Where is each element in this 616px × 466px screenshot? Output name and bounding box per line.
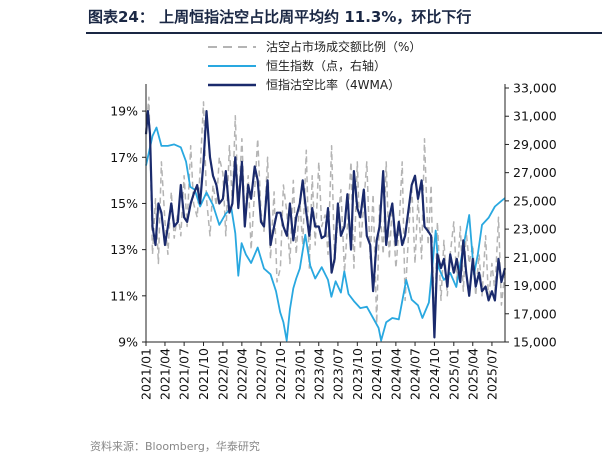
series-line-hsi bbox=[145, 126, 506, 342]
legend-label-short-ratio: 沽空占市场成交额比例（%） bbox=[266, 39, 421, 54]
series-line-short-ratio bbox=[145, 96, 506, 334]
x-axis-tick-label: 2022/04 bbox=[234, 348, 249, 400]
x-axis-tick-label: 2023/01 bbox=[292, 348, 307, 400]
left-axis-tick-label: 17% bbox=[110, 150, 138, 165]
legend-label-short-ratio-4wma: 恒指沽空比率（4WMA） bbox=[266, 77, 400, 92]
x-axis-tick-label: 2025/04 bbox=[465, 348, 480, 400]
x-axis-tick-label: 2023/07 bbox=[330, 348, 345, 400]
right-axis-tick-label: 21,000 bbox=[513, 250, 557, 265]
source-note: 资料来源：Bloomberg，华泰研究 bbox=[90, 440, 260, 453]
right-axis-tick-label: 33,000 bbox=[513, 81, 557, 96]
series-line-short-ratio-4wma bbox=[144, 109, 507, 339]
x-axis-tick-label: 2021/04 bbox=[158, 348, 173, 400]
right-axis-tick-label: 27,000 bbox=[513, 165, 557, 180]
title-divider bbox=[86, 32, 602, 34]
x-axis-tick-label: 2021/07 bbox=[177, 348, 192, 400]
x-axis-tick-label: 2021/01 bbox=[139, 348, 154, 400]
legend-label-hsi: 恒生指数（点，右轴） bbox=[266, 58, 386, 73]
chart-title: 图表24： 上周恒指沽空占比周平均约 11.3%，环比下行 bbox=[88, 8, 472, 26]
x-axis-tick-label: 2022/07 bbox=[254, 348, 269, 400]
right-axis-tick-label: 19,000 bbox=[513, 278, 557, 293]
left-axis-tick-label: 13% bbox=[110, 242, 138, 257]
left-axis-tick-label: 15% bbox=[110, 196, 138, 211]
right-axis-tick-label: 23,000 bbox=[513, 222, 557, 237]
chart-legend: 沽空占市场成交额比例（%） 恒生指数（点，右轴） 恒指沽空比率（4WMA） bbox=[208, 39, 421, 92]
x-axis-tick-label: 2022/10 bbox=[273, 348, 288, 400]
x-axis-tick-label: 2024/10 bbox=[427, 348, 442, 400]
x-axis-tick-label: 2021/10 bbox=[196, 348, 211, 400]
series-layer bbox=[144, 96, 507, 342]
x-axis-tick-label: 2024/01 bbox=[369, 348, 384, 400]
right-axis-tick-label: 25,000 bbox=[513, 193, 557, 208]
right-axis-tick-label: 17,000 bbox=[513, 306, 557, 321]
axes-layer: 9% 11% 13% 15% 17% 19% 15,000 17,000 19,000 21,00… bbox=[110, 81, 557, 400]
x-axis-tick-label: 2025/07 bbox=[484, 348, 499, 400]
left-axis-tick-label: 19% bbox=[110, 104, 138, 119]
x-axis-tick-label: 2024/07 bbox=[408, 348, 423, 400]
x-axis-tick-label: 2022/01 bbox=[215, 348, 230, 400]
left-axis-tick-label: 11% bbox=[110, 288, 138, 303]
right-axis-tick-label: 31,000 bbox=[513, 109, 557, 124]
right-axis-tick-label: 29,000 bbox=[513, 137, 557, 152]
left-axis-tick-label: 9% bbox=[118, 335, 138, 350]
right-axis-tick-label: 15,000 bbox=[513, 335, 557, 350]
x-axis-tick-label: 2023/04 bbox=[311, 348, 326, 400]
x-axis-tick-label: 2025/01 bbox=[446, 348, 461, 400]
x-axis-tick-label: 2023/10 bbox=[350, 348, 365, 400]
x-axis-tick-label: 2024/04 bbox=[388, 348, 403, 400]
